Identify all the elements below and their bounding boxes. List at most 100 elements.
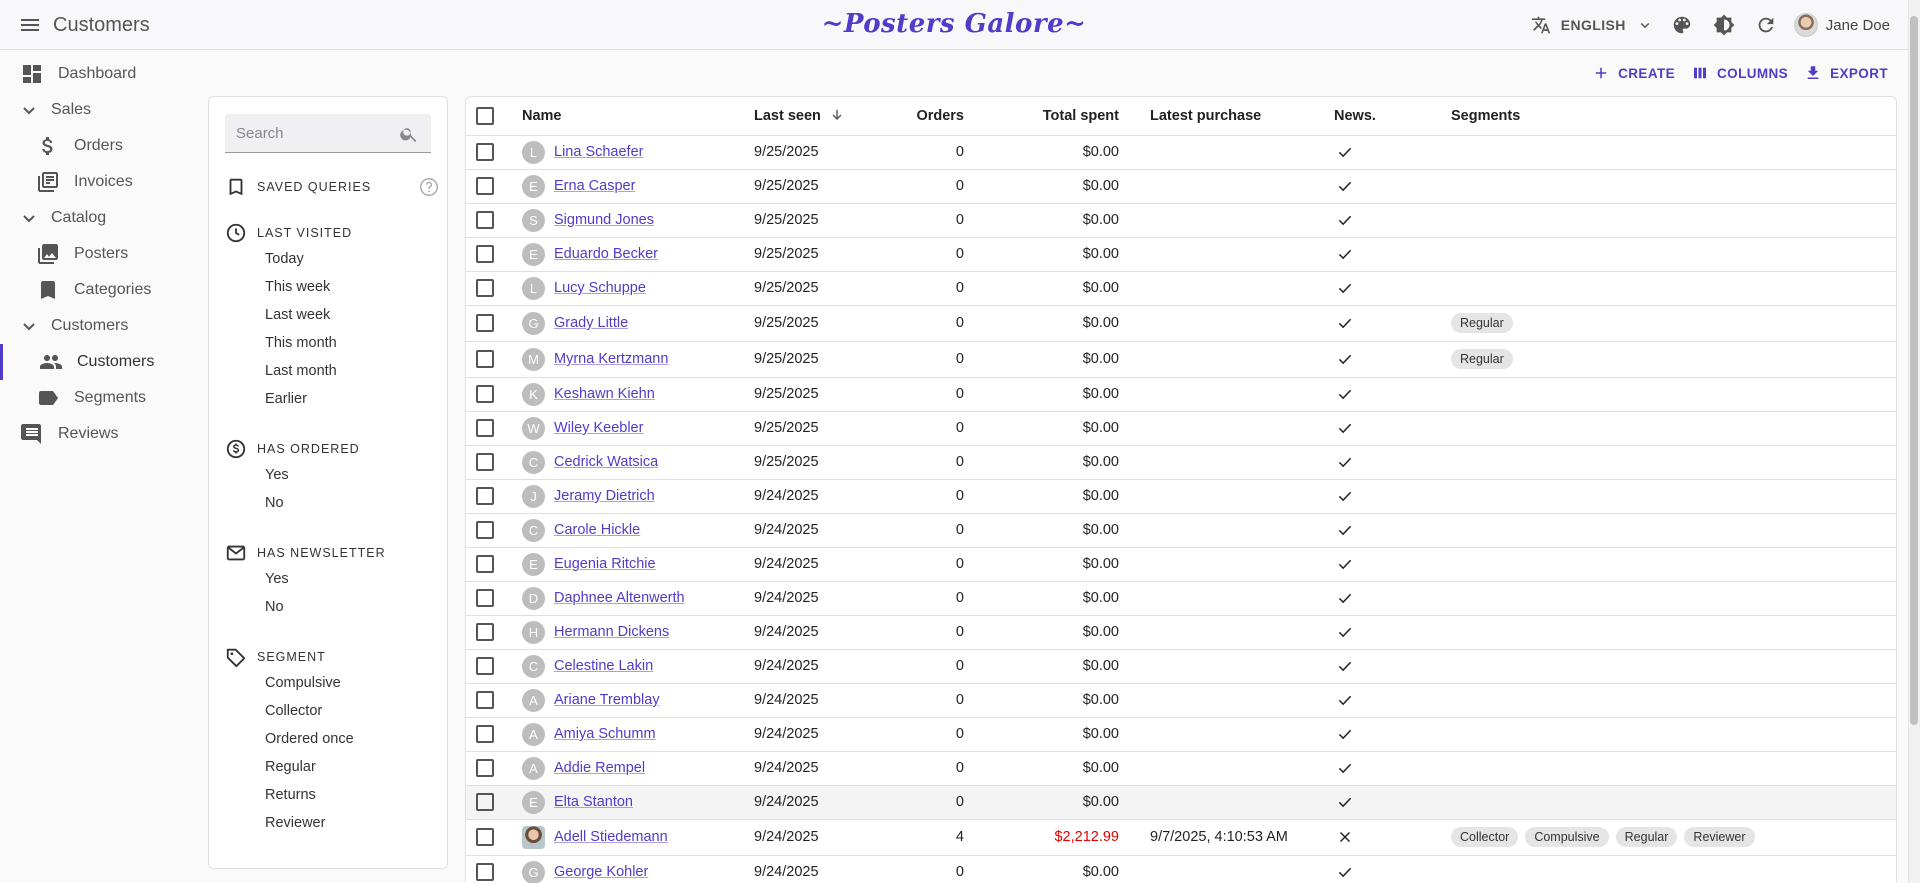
column-header-last-seen[interactable]: Last seen	[754, 97, 894, 136]
export-button[interactable]: EXPORT	[1804, 64, 1888, 82]
table-row[interactable]: E Elta Stanton 9/24/2025 0 $0.00	[466, 785, 1896, 820]
column-header-latest-purchase[interactable]: Latest purchase	[1119, 97, 1334, 136]
table-row[interactable]: M Myrna Kertzmann 9/25/2025 0 $0.00 Regular	[466, 341, 1896, 378]
row-checkbox[interactable]	[476, 453, 494, 471]
scrollbar-thumb[interactable]	[1910, 16, 1918, 725]
row-checkbox[interactable]	[476, 623, 494, 641]
customer-name-link[interactable]: Eugenia Ritchie	[554, 556, 656, 572]
sidebar-item-posters[interactable]: Posters	[0, 236, 200, 272]
filter-item[interactable]: No	[265, 495, 284, 511]
table-row[interactable]: L Lucy Schuppe 9/25/2025 0 $0.00	[466, 271, 1896, 306]
sidebar-item-categories[interactable]: Categories	[0, 272, 200, 308]
select-all-checkbox[interactable]	[476, 106, 494, 125]
row-checkbox[interactable]	[476, 245, 494, 263]
row-checkbox[interactable]	[476, 759, 494, 777]
customer-name-link[interactable]: Daphnee Altenwerth	[554, 590, 685, 606]
customer-name-link[interactable]: Cedrick Watsica	[554, 454, 659, 470]
row-checkbox[interactable]	[476, 314, 494, 332]
filter-item[interactable]: No	[265, 599, 284, 615]
table-row[interactable]: E Eduardo Becker 9/25/2025 0 $0.00	[466, 237, 1896, 272]
customer-name-link[interactable]: Hermann Dickens	[554, 624, 670, 640]
filter-item[interactable]: Collector	[265, 703, 323, 719]
sidebar-item-customers[interactable]: Customers	[0, 344, 200, 380]
search-input[interactable]	[236, 124, 396, 142]
customer-name-link[interactable]: Jeramy Dietrich	[554, 488, 655, 504]
filter-item[interactable]: Last week	[265, 307, 331, 323]
table-row[interactable]: S Sigmund Jones 9/25/2025 0 $0.00	[466, 203, 1896, 238]
table-row[interactable]: A Amiya Schumm 9/24/2025 0 $0.00	[466, 717, 1896, 752]
table-row[interactable]: A Addie Rempel 9/24/2025 0 $0.00	[466, 751, 1896, 786]
filter-item[interactable]: Returns	[265, 787, 316, 803]
table-row[interactable]: E Erna Casper 9/25/2025 0 $0.00	[466, 169, 1896, 204]
filter-item[interactable]: This week	[265, 279, 331, 295]
sidebar-item-reviews[interactable]: Reviews	[0, 416, 200, 452]
row-checkbox[interactable]	[476, 725, 494, 743]
row-checkbox[interactable]	[476, 279, 494, 297]
customer-name-link[interactable]: Adell Stiedemann	[554, 829, 668, 845]
row-checkbox[interactable]	[476, 828, 494, 846]
filter-item[interactable]: Ordered once	[265, 731, 354, 747]
table-row[interactable]: C Cedrick Watsica 9/25/2025 0 $0.00	[466, 445, 1896, 480]
row-checkbox[interactable]	[476, 555, 494, 573]
row-checkbox[interactable]	[476, 177, 494, 195]
row-checkbox[interactable]	[476, 487, 494, 505]
filter-item[interactable]: Last month	[265, 363, 337, 379]
menu-icon[interactable]	[18, 13, 42, 37]
table-row[interactable]: A Ariane Tremblay 9/24/2025 0 $0.00	[466, 683, 1896, 718]
customer-name-link[interactable]: Addie Rempel	[554, 760, 646, 776]
row-checkbox[interactable]	[476, 657, 494, 675]
sidebar-item-orders[interactable]: Orders	[0, 128, 200, 164]
row-checkbox[interactable]	[476, 211, 494, 229]
create-button[interactable]: CREATE	[1592, 64, 1675, 82]
row-checkbox[interactable]	[476, 589, 494, 607]
customer-name-link[interactable]: Carole Hickle	[554, 522, 641, 538]
row-checkbox[interactable]	[476, 419, 494, 437]
table-row[interactable]: L Lina Schaefer 9/25/2025 0 $0.00	[466, 135, 1896, 170]
refresh-icon[interactable]	[1752, 11, 1780, 39]
filter-item[interactable]: Reviewer	[265, 815, 326, 831]
help-icon[interactable]	[418, 176, 440, 198]
sidebar-item-invoices[interactable]: Invoices	[0, 164, 200, 200]
customer-name-link[interactable]: Sigmund Jones	[554, 212, 654, 228]
row-checkbox[interactable]	[476, 385, 494, 403]
customer-name-link[interactable]: Eduardo Becker	[554, 246, 658, 262]
table-row[interactable]: D Daphnee Altenwerth 9/24/2025 0 $0.00	[466, 581, 1896, 616]
sidebar-group-sales[interactable]: Sales	[0, 92, 200, 128]
customer-name-link[interactable]: Elta Stanton	[554, 794, 633, 810]
filter-item[interactable]: This month	[265, 335, 337, 351]
sidebar-group-customers[interactable]: Customers	[0, 308, 200, 344]
table-row[interactable]: W Wiley Keebler 9/25/2025 0 $0.00	[466, 411, 1896, 446]
row-checkbox[interactable]	[476, 350, 494, 368]
row-checkbox[interactable]	[476, 691, 494, 709]
filter-item[interactable]: Yes	[265, 467, 289, 483]
row-checkbox[interactable]	[476, 521, 494, 539]
column-header-orders[interactable]: Orders	[894, 97, 964, 136]
user-menu[interactable]: Jane Doe	[1793, 13, 1890, 37]
table-row[interactable]: C Celestine Lakin 9/24/2025 0 $0.00	[466, 649, 1896, 684]
filter-item[interactable]: Compulsive	[265, 675, 341, 691]
filter-item[interactable]: Earlier	[265, 391, 307, 407]
customer-name-link[interactable]: Grady Little	[554, 315, 629, 331]
language-selector[interactable]: ENGLISH	[1531, 15, 1654, 35]
filter-item[interactable]: Yes	[265, 571, 289, 587]
brightness-icon[interactable]	[1710, 11, 1738, 39]
filter-item[interactable]: Regular	[265, 759, 316, 775]
sidebar-group-catalog[interactable]: Catalog	[0, 200, 200, 236]
customer-name-link[interactable]: Lucy Schuppe	[554, 280, 646, 296]
table-row[interactable]: J Jeramy Dietrich 9/24/2025 0 $0.00	[466, 479, 1896, 514]
customer-name-link[interactable]: Amiya Schumm	[554, 726, 656, 742]
column-header-newsletter[interactable]: News.	[1334, 97, 1451, 136]
customer-name-link[interactable]: Celestine Lakin	[554, 658, 654, 674]
palette-icon[interactable]	[1668, 11, 1696, 39]
row-checkbox[interactable]	[476, 143, 494, 161]
filter-item[interactable]: Today	[265, 251, 304, 267]
row-checkbox[interactable]	[476, 793, 494, 811]
table-row[interactable]: G Grady Little 9/25/2025 0 $0.00 Regular	[466, 305, 1896, 342]
columns-button[interactable]: COLUMNS	[1691, 64, 1788, 82]
sidebar-item-segments[interactable]: Segments	[0, 380, 200, 416]
sidebar-item-dashboard[interactable]: Dashboard	[0, 56, 200, 92]
customer-name-link[interactable]: Ariane Tremblay	[554, 692, 660, 708]
customer-name-link[interactable]: Wiley Keebler	[554, 420, 644, 436]
table-row[interactable]: E Eugenia Ritchie 9/24/2025 0 $0.00	[466, 547, 1896, 582]
customer-name-link[interactable]: Erna Casper	[554, 178, 636, 194]
